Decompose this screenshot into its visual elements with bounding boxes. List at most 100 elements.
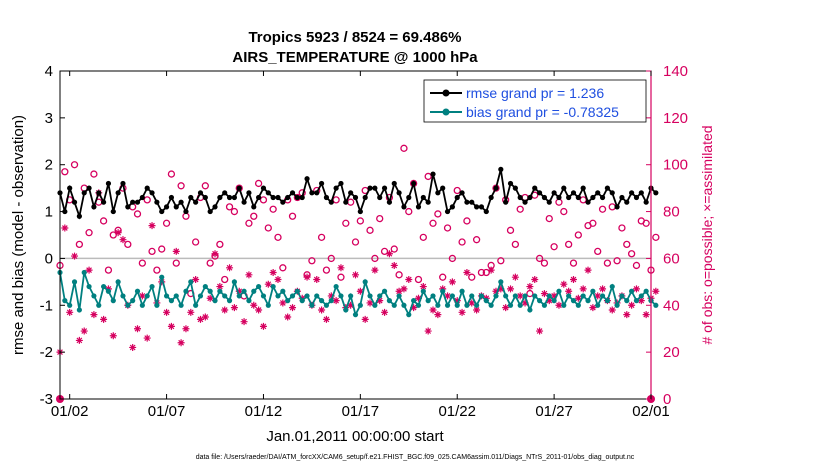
bias-point xyxy=(575,302,581,308)
obs-assimilated-point xyxy=(352,271,359,279)
rmse-point xyxy=(67,185,73,191)
bias-point xyxy=(609,283,615,290)
bias-point xyxy=(154,302,160,308)
bias-point xyxy=(503,293,509,299)
obs-assimilated-point xyxy=(163,308,171,316)
obs-possible-point xyxy=(516,205,524,213)
rmse-point xyxy=(590,194,596,201)
obs-assimilated-point xyxy=(148,222,156,230)
obs-possible-point xyxy=(569,259,578,267)
rmse-point xyxy=(212,204,218,210)
bias-point xyxy=(532,293,538,299)
bias-point xyxy=(115,279,121,285)
rmse-point xyxy=(459,190,465,196)
obs-assimilated-point xyxy=(429,306,437,314)
rmse-point xyxy=(71,199,78,205)
x-tick-label: 01/12 xyxy=(245,403,283,420)
obs-assimilated-point xyxy=(61,224,69,232)
obs-possible-point xyxy=(434,210,442,218)
obs-possible-point xyxy=(598,205,607,213)
obs-assimilated-point xyxy=(652,287,660,295)
obs-possible-point xyxy=(366,226,374,234)
obs-assimilated-point xyxy=(85,266,93,274)
bias-point xyxy=(246,298,252,304)
x-tick-label: 01/22 xyxy=(438,403,476,420)
bias-point xyxy=(633,298,640,304)
bias-point xyxy=(430,293,436,299)
bias-point xyxy=(566,293,572,299)
bias-point xyxy=(512,293,518,299)
obs-possible-point xyxy=(158,245,166,253)
bias-point xyxy=(411,298,417,304)
rmse-point xyxy=(115,190,121,196)
obs-assimilated-point xyxy=(109,332,117,340)
rmse-point xyxy=(231,194,237,201)
obs-assimilated-point xyxy=(250,301,258,309)
bias-point xyxy=(507,302,514,308)
right-axis-ticks: 0 20 40 60 80 100 120 140 xyxy=(646,63,688,408)
obs-possible-point xyxy=(264,224,272,232)
obs-assimilated-point xyxy=(453,297,461,305)
obs-possible-point xyxy=(269,205,277,213)
bias-point xyxy=(188,279,194,285)
rmse-point xyxy=(372,185,378,191)
rmse-point xyxy=(81,190,87,196)
obs-assimilated-point xyxy=(497,285,505,293)
obs-possible-point xyxy=(603,259,612,267)
obs-assimilated-point xyxy=(473,306,481,314)
rmse-point xyxy=(222,190,228,196)
legend-rmse-label: rmse grand pr = 1.236 xyxy=(466,85,604,101)
obs-assimilated-point xyxy=(182,325,190,333)
rmse-point xyxy=(328,199,334,205)
bias-point xyxy=(367,293,373,299)
rmse-point xyxy=(444,208,451,215)
bias-point xyxy=(459,288,465,294)
obs-possible-point xyxy=(172,259,180,267)
rmse-point xyxy=(318,180,325,187)
rmse-point xyxy=(566,194,572,201)
bias-point xyxy=(256,283,262,290)
rmse-point xyxy=(512,185,518,191)
obs-possible-point xyxy=(627,250,636,258)
bias-point xyxy=(372,302,378,308)
rmse-point xyxy=(629,190,635,196)
bias-point xyxy=(604,298,611,304)
rmse-point xyxy=(498,166,504,172)
rmse-point xyxy=(236,185,242,191)
bias-point xyxy=(469,293,475,299)
bias-point xyxy=(440,288,446,294)
bias-point xyxy=(134,288,141,294)
obs-assimilated-point xyxy=(134,325,142,333)
obs-possible-point xyxy=(191,238,200,246)
rmse-point xyxy=(348,190,354,196)
bias-point xyxy=(498,279,504,285)
obs-assimilated-point xyxy=(444,292,452,300)
bias-point xyxy=(541,302,548,308)
rmse-point xyxy=(599,194,606,201)
rmse-point xyxy=(226,194,233,201)
obs-possible-point xyxy=(589,219,597,227)
obs-possible-point xyxy=(623,240,631,249)
obs-assimilated-point xyxy=(196,315,204,323)
rmse-point xyxy=(100,199,107,205)
y-axis-label-left: rmse and bias (model - observation) xyxy=(10,115,27,355)
obs-assimilated-point xyxy=(347,301,355,309)
rmse-point xyxy=(188,194,194,201)
bias-point xyxy=(62,298,68,304)
bias-point xyxy=(377,293,383,299)
obs-possible-point xyxy=(327,254,335,263)
obs-assimilated-point xyxy=(201,313,209,321)
rmse-point xyxy=(575,194,581,201)
rmse-point xyxy=(217,194,223,201)
rmse-point xyxy=(280,199,286,205)
obs-assimilated-point xyxy=(414,294,422,302)
rmse-point xyxy=(275,194,281,201)
rmse-point xyxy=(367,185,373,191)
rmse-point xyxy=(96,190,102,196)
bias-point xyxy=(570,298,577,304)
obs-assimilated-point xyxy=(366,299,374,307)
obs-assimilated-point xyxy=(516,292,524,300)
bias-point xyxy=(595,302,601,308)
obs-assimilated-point xyxy=(192,276,200,284)
rmse-point xyxy=(314,190,320,196)
